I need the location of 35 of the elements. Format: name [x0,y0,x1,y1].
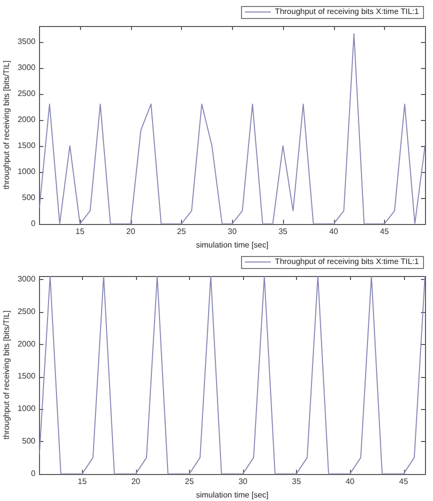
y-tick-label: 2500 [18,88,36,98]
y-axis-title: throughput of receiving bits [bits/TIL] [2,60,12,190]
x-tick-label: 15 [76,226,85,236]
x-tick-label: 20 [126,226,136,236]
y-tick-label: 500 [22,192,36,202]
x-tick-label: 25 [177,226,186,236]
x-axis-title: simulation time [sec] [196,240,268,250]
x-tick-label: 25 [184,476,194,486]
x-tick-label: 35 [292,476,302,486]
y-tick-label: 3500 [18,36,36,46]
y-tick-label: 0 [30,219,36,228]
x-axis-title: simulation time [sec] [196,490,268,500]
x-tick-label: 40 [346,476,356,486]
y-tick-label: 0 [30,469,36,478]
y-tick-label: 1500 [18,140,36,150]
y-tick-label: 2500 [18,306,36,316]
x-tick-label: 35 [278,226,288,236]
x-tick-label: 45 [380,226,390,236]
y-tick-label: 500 [22,436,36,446]
y-tick-label: 1000 [18,404,36,414]
y-axis-title: throughput of receiving bits [bits/TIL] [2,310,12,440]
y-tick-label: 3000 [18,274,36,284]
y-tick-label: 1000 [18,166,36,176]
y-tick-label: 3000 [18,62,36,72]
y-tick-label: 2000 [18,339,36,348]
x-tick-label: 40 [329,226,339,236]
legend-label: Throughput of receiving bits X:time TIL:1 [274,257,420,266]
y-tick-label: 1500 [18,372,36,381]
x-tick-label: 30 [238,476,248,486]
legend-label: Throughput of receiving bits X:time TIL:1 [274,7,420,16]
x-tick-label: 45 [399,476,409,486]
x-tick-label: 15 [78,476,88,486]
x-tick-label: 20 [131,476,141,486]
x-tick-label: 30 [228,226,238,236]
y-tick-label: 2000 [18,114,36,124]
